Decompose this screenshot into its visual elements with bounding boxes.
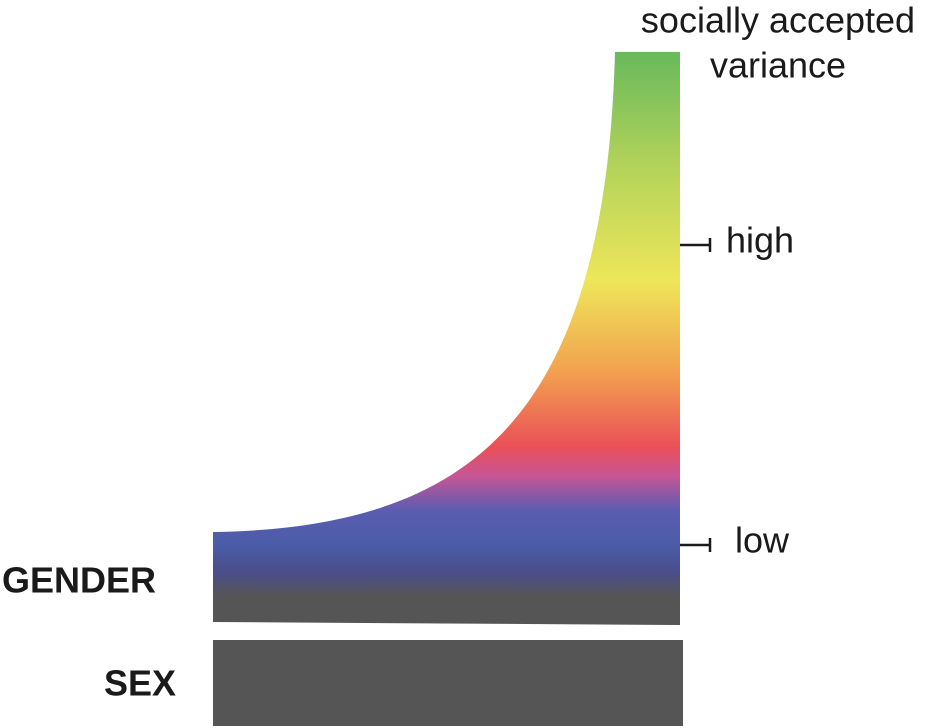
row-label: GENDER bbox=[2, 560, 156, 601]
scale-title-line: variance bbox=[710, 45, 846, 86]
sex-bar bbox=[213, 640, 683, 726]
row-label: SEX bbox=[104, 663, 176, 704]
gender-variance-shape bbox=[213, 52, 680, 625]
tick-label: low bbox=[735, 520, 790, 561]
high-tick bbox=[680, 238, 712, 252]
tick-label: high bbox=[726, 220, 794, 261]
scale-title-line: socially accepted bbox=[641, 0, 915, 41]
low-tick bbox=[680, 538, 712, 552]
